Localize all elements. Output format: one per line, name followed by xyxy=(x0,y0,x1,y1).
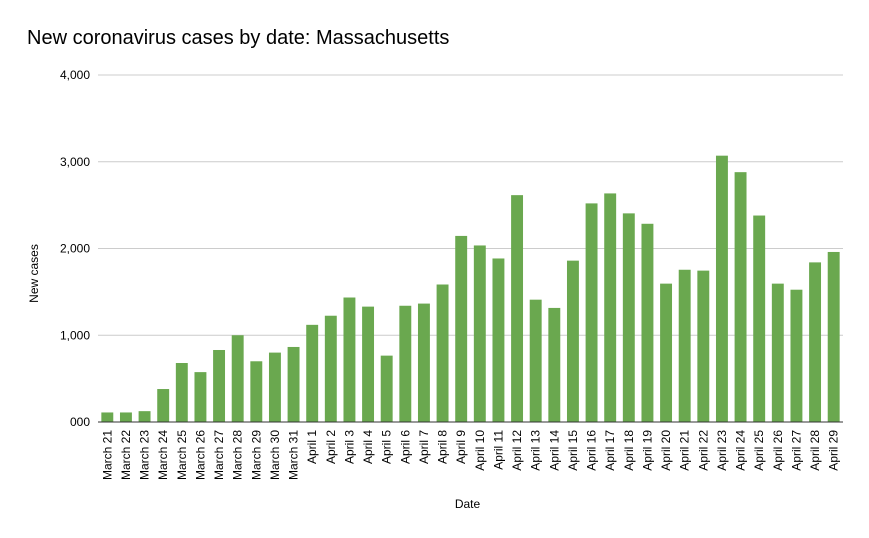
bar xyxy=(324,315,337,422)
bar xyxy=(380,355,393,422)
bar xyxy=(641,223,654,422)
bar xyxy=(529,299,542,422)
x-tick-label: April 17 xyxy=(603,430,617,471)
x-tick-label: March 27 xyxy=(212,430,226,480)
bar xyxy=(194,372,207,422)
bar xyxy=(362,306,375,422)
x-tick-label: April 19 xyxy=(640,430,654,471)
gridlines xyxy=(98,74,843,336)
x-tick-label: April 29 xyxy=(827,430,841,471)
x-tick-label: March 23 xyxy=(138,430,152,480)
x-tick-label: April 23 xyxy=(715,430,729,471)
x-tick-label: April 16 xyxy=(585,430,599,471)
x-tick-label: April 25 xyxy=(752,430,766,471)
bar xyxy=(306,324,319,422)
x-tick-label: April 15 xyxy=(566,430,580,471)
bar xyxy=(455,235,468,422)
bar xyxy=(585,203,598,422)
bar xyxy=(417,303,430,422)
x-tick-label: April 20 xyxy=(659,430,673,471)
bar xyxy=(697,270,710,422)
bar xyxy=(250,361,263,422)
bar xyxy=(827,251,840,422)
x-tick-label: March 26 xyxy=(193,430,207,480)
x-tick-label: April 5 xyxy=(380,430,394,464)
bar xyxy=(399,305,412,422)
x-axis-ticks: March 21 March 22 March 23 March 24 March 25… xyxy=(100,430,840,480)
x-tick-label: April 11 xyxy=(491,430,505,470)
bar xyxy=(175,363,188,422)
x-tick-label: April 12 xyxy=(510,430,524,471)
x-tick-label: March 30 xyxy=(268,430,282,480)
x-tick-label: April 21 xyxy=(678,430,692,471)
x-tick-label: March 21 xyxy=(100,430,114,480)
bar xyxy=(157,389,170,422)
x-tick-label: April 24 xyxy=(734,430,748,471)
bar xyxy=(715,155,728,423)
bar xyxy=(213,349,226,422)
bars xyxy=(101,155,840,423)
bar xyxy=(511,195,524,422)
bar xyxy=(660,283,673,422)
x-tick-label: April 1 xyxy=(305,430,319,464)
bar xyxy=(622,213,635,422)
bar xyxy=(566,260,579,422)
x-tick-label: April 22 xyxy=(696,430,710,471)
x-tick-label: April 28 xyxy=(808,430,822,471)
bar xyxy=(790,289,803,422)
x-tick-label: April 7 xyxy=(417,430,431,464)
x-tick-label: March 31 xyxy=(287,430,301,480)
y-tick-label: 2,000 xyxy=(60,242,90,256)
x-tick-label: April 6 xyxy=(398,430,412,464)
y-tick-label: 000 xyxy=(70,415,90,429)
bar xyxy=(101,412,114,422)
x-tick-label: April 2 xyxy=(324,430,338,464)
bar xyxy=(604,193,617,422)
bar xyxy=(492,258,505,422)
x-tick-label: March 22 xyxy=(119,430,133,480)
x-tick-label: April 26 xyxy=(771,430,785,471)
bar xyxy=(119,412,132,422)
x-tick-label: April 13 xyxy=(529,430,543,471)
bar xyxy=(343,297,356,422)
bar xyxy=(268,352,281,422)
x-tick-label: March 29 xyxy=(249,430,263,480)
x-tick-label: April 10 xyxy=(473,430,487,471)
bar xyxy=(548,307,561,422)
x-tick-label: April 14 xyxy=(547,430,561,471)
x-tick-label: March 28 xyxy=(231,430,245,480)
bar xyxy=(287,346,300,422)
x-tick-label: April 9 xyxy=(454,430,468,464)
bar xyxy=(771,283,784,422)
bar xyxy=(809,262,822,422)
y-axis-title: New cases xyxy=(27,244,41,303)
x-tick-label: April 8 xyxy=(436,430,450,464)
x-tick-label: April 27 xyxy=(789,430,803,471)
bar xyxy=(473,245,486,422)
bar xyxy=(436,284,449,422)
bar xyxy=(138,411,151,422)
x-tick-label: April 4 xyxy=(361,430,375,464)
y-tick-label: 3,000 xyxy=(60,155,90,169)
y-tick-label: 1,000 xyxy=(60,328,90,342)
bar xyxy=(734,172,747,422)
bar xyxy=(678,269,691,422)
x-tick-label: April 18 xyxy=(622,430,636,471)
x-tick-label: April 3 xyxy=(342,430,356,464)
x-axis-title: Date xyxy=(455,497,481,511)
chart-title: New coronavirus cases by date: Massachus… xyxy=(27,27,450,49)
bar xyxy=(231,335,244,422)
bar xyxy=(753,215,766,422)
x-tick-label: March 25 xyxy=(175,430,189,480)
y-tick-label: 4,000 xyxy=(60,68,90,82)
x-tick-label: March 24 xyxy=(156,430,170,480)
y-axis-ticks: 000 1,000 2,000 3,000 4,000 xyxy=(60,68,90,429)
